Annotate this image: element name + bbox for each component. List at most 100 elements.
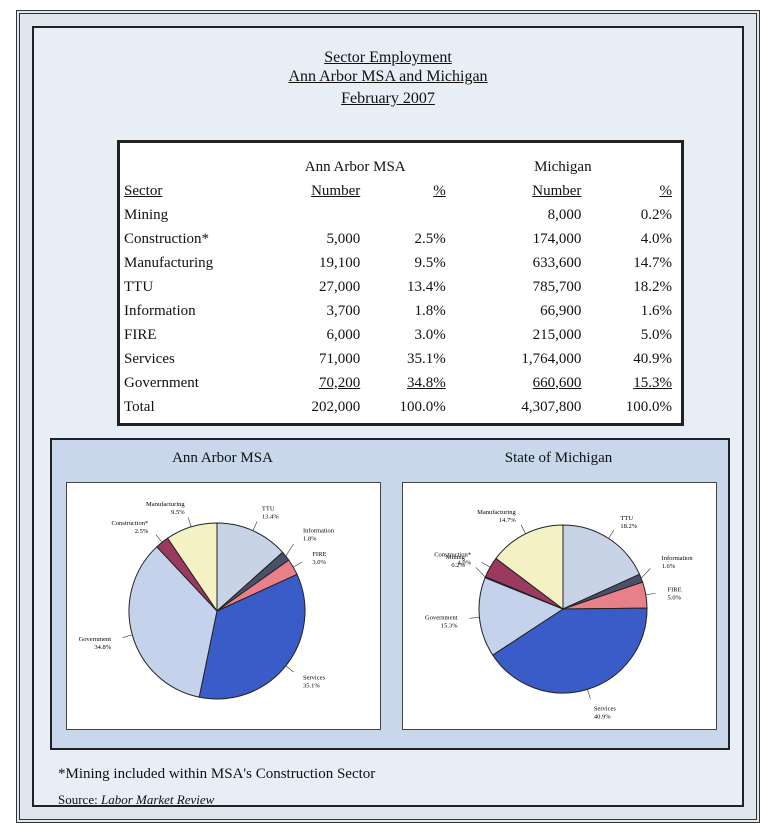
pie-value-label: 35.1% <box>303 683 320 690</box>
col-sector: Sector <box>124 182 163 199</box>
pie-leader-line <box>481 561 491 568</box>
cell-mi-pct: 100.0% <box>625 398 672 415</box>
pie-value-label: 3.0% <box>312 559 326 566</box>
table-column-header: Sector Number % Number % <box>124 179 680 203</box>
cell-aa-pct: 1.8% <box>414 302 446 319</box>
cell-aa-pct: 13.4% <box>406 278 446 295</box>
cell-mi-number: 215,000 <box>532 326 582 343</box>
employment-table-box: Ann Arbor MSA Michigan Sector Number % N… <box>117 140 684 426</box>
pie-value-label: 1.6% <box>662 563 676 570</box>
page-frame: Sector Employment Ann Arbor MSA and Mich… <box>16 10 760 823</box>
inner-frame: Sector Employment Ann Arbor MSA and Mich… <box>32 26 744 807</box>
source-prefix: Source: <box>58 792 98 807</box>
pie-slice-manufacturing <box>495 524 564 611</box>
col-mi-number: Number <box>532 182 582 199</box>
pie-value-label: 13.4% <box>262 514 279 521</box>
cell-mi-number: 660,600 <box>532 374 582 391</box>
pie-leader-line <box>285 543 294 557</box>
pie-leader-line <box>122 634 133 638</box>
pie-leader-line <box>293 561 303 568</box>
pie-value-label: 9.5% <box>171 509 185 516</box>
table-row: Information 3,700 1.8% 66,900 1.6% <box>124 299 680 323</box>
cell-aa-pct: 2.5% <box>414 230 446 247</box>
col-mi-pct: % <box>659 182 673 199</box>
cell-sector: TTU <box>124 278 154 295</box>
pie-leader-line <box>285 665 294 673</box>
group-michigan: Michigan <box>534 158 592 175</box>
pie-label: Mining <box>446 554 466 561</box>
col-aa-number: Number <box>311 182 361 199</box>
cell-mi-pct: 15.3% <box>633 374 672 391</box>
table-body: Mining 8,000 0.2% Construction* 5,000 2.5% 174… <box>124 203 680 419</box>
cell-mi-pct: 4.0% <box>640 230 672 247</box>
pie-label: Government <box>79 636 112 643</box>
footnote: *Mining included within MSA's Constructi… <box>58 766 376 782</box>
cell-mi-pct: 18.2% <box>633 278 672 295</box>
cell-aa-number: 27,000 <box>319 278 361 295</box>
cell-aa-pct: 3.0% <box>414 326 446 343</box>
cell-mi-pct: 40.9% <box>633 350 672 367</box>
pie-label: FIRE <box>312 551 326 558</box>
table-row: Mining 8,000 0.2% <box>124 203 680 227</box>
pie-label: TTU <box>620 515 633 522</box>
table-row: Manufacturing 19,100 9.5% 633,600 14.7% <box>124 251 680 275</box>
table-row: TTU 27,000 13.4% 785,700 18.2% <box>124 275 680 299</box>
source-name: Labor Market Review <box>100 792 215 807</box>
pie-label: Services <box>303 675 325 682</box>
cell-mi-pct: 14.7% <box>633 254 672 271</box>
pie-value-label: 5.0% <box>668 594 682 601</box>
pie-value-label: 2.5% <box>135 528 149 535</box>
pie-label: Government <box>425 614 458 621</box>
table-row: Total 202,000 100.0% 4,307,800 100.0% <box>124 395 680 419</box>
pie-label: Manufacturing <box>477 509 516 516</box>
cell-mi-pct: 5.0% <box>640 326 672 343</box>
pie-label: Manufacturing <box>146 501 185 508</box>
pie-slice-government <box>128 546 218 698</box>
table-row: Services 71,000 35.1% 1,764,000 40.9% <box>124 347 680 371</box>
cell-sector: Manufacturing <box>124 254 214 271</box>
cell-aa-pct: 34.8% <box>406 374 446 391</box>
pie-label: Construction* <box>434 551 471 558</box>
pie-value-label: 4.0% <box>457 559 471 566</box>
title-line-1: Sector Employment <box>324 49 452 66</box>
table-row: Government 70,200 34.8% 660,600 15.3% <box>124 371 680 395</box>
cell-mi-number: 174,000 <box>532 230 582 247</box>
cell-sector: Services <box>124 350 175 367</box>
pie-label: Services <box>594 705 616 712</box>
pie-slice-government <box>478 577 565 656</box>
pie-leader-line <box>469 617 480 619</box>
pie-slice-services <box>492 607 648 694</box>
cell-aa-pct: 35.1% <box>406 350 446 367</box>
pie-leader-line <box>608 529 615 539</box>
pie-panel-ann-arbor: TTU 13.4% Information 1.8% FIRE 3.0% Services 3… <box>66 482 381 730</box>
cell-mi-pct: 0.2% <box>640 206 672 223</box>
pie-slice-ttu <box>562 524 641 610</box>
pie-value-label: 40.9% <box>594 713 611 720</box>
pie-label: Construction* <box>111 520 148 527</box>
cell-sector: Construction* <box>124 230 209 247</box>
cell-aa-number: 202,000 <box>311 398 361 415</box>
cell-sector: Information <box>124 302 196 319</box>
cell-aa-number: 19,100 <box>319 254 361 271</box>
pie-value-label: 1.8% <box>303 535 317 542</box>
pie-value-label: 0.2% <box>451 562 465 569</box>
pie-label: Information <box>662 555 694 562</box>
cell-sector: Government <box>124 374 199 391</box>
cell-sector: Mining <box>124 206 169 223</box>
title-line-2: Ann Arbor MSA and Michigan <box>288 68 488 85</box>
chart-title-michigan: State of Michigan <box>504 450 613 466</box>
pie-panel-michigan: TTU 18.2% Information 1.6% FIRE 5.0% Services 4… <box>402 482 717 730</box>
cell-aa-number: 3,700 <box>326 302 361 319</box>
pie-value-label: 15.3% <box>441 622 458 629</box>
pie-leader-line <box>252 521 258 531</box>
pie-label: FIRE <box>668 586 682 593</box>
table-row: Construction* 5,000 2.5% 174,000 4.0% <box>124 227 680 251</box>
pie-slice-services <box>198 573 306 700</box>
pie-leader-line <box>587 689 591 700</box>
table-row: FIRE 6,000 3.0% 215,000 5.0% <box>124 323 680 347</box>
pie-chart-ann-arbor: TTU13.4%Information1.8%FIRE3.0%Services3… <box>79 501 335 700</box>
pie-slice-manufacturing <box>166 522 218 613</box>
charts-box: Ann Arbor MSA State of Michigan TTU 13.4%… <box>50 438 730 750</box>
chart-title-ann-arbor: Ann Arbor MSA <box>172 450 273 466</box>
cell-aa-pct: 100.0% <box>399 398 446 415</box>
